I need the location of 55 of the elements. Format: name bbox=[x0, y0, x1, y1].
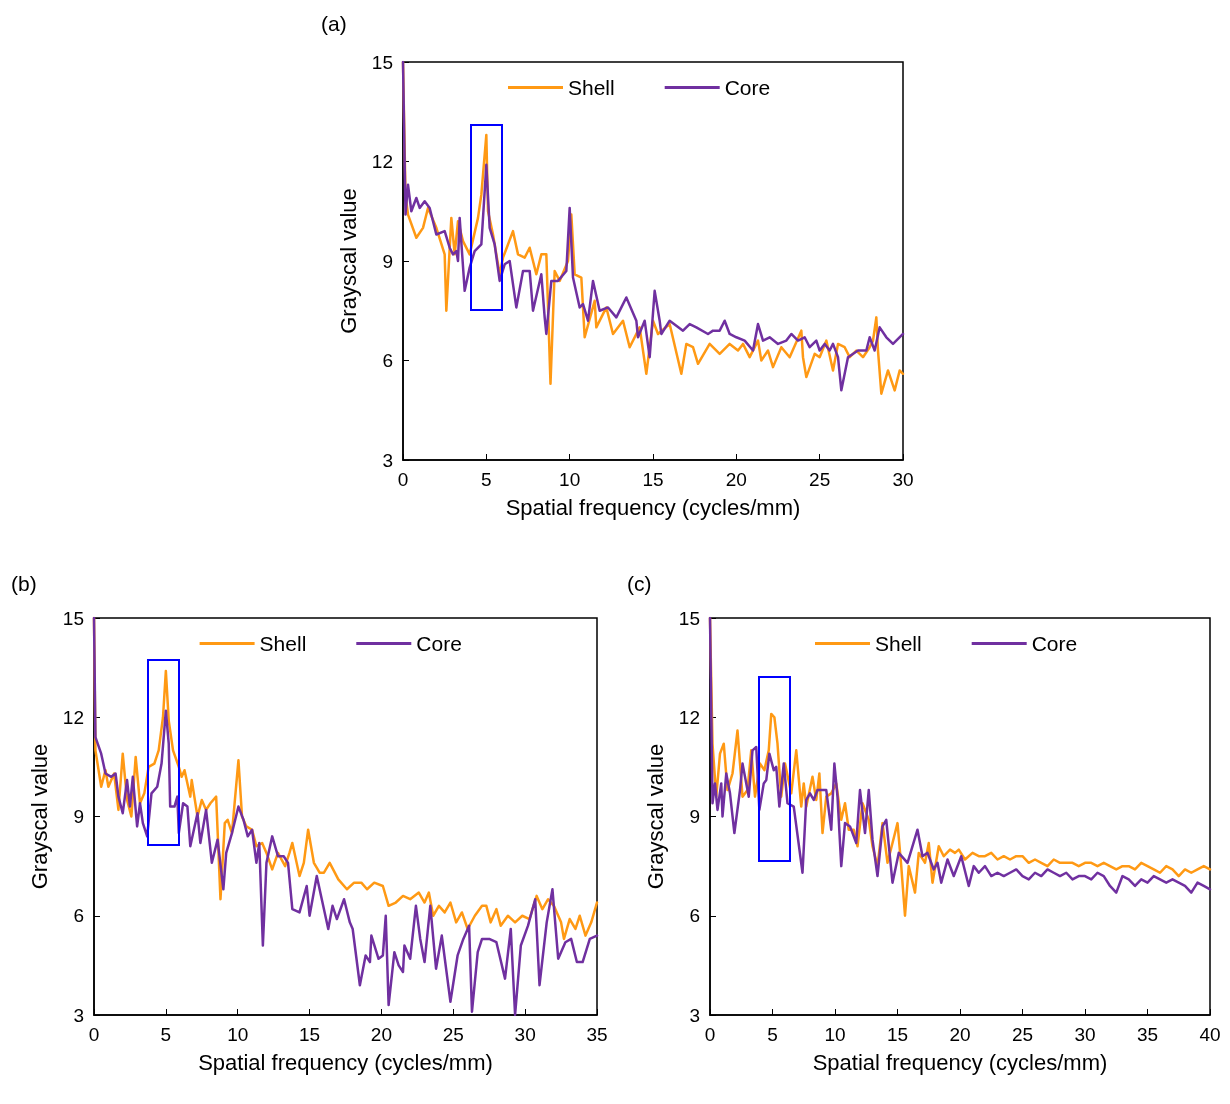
y-tick-label: 15 bbox=[678, 607, 700, 629]
y-tick-label: 15 bbox=[62, 607, 84, 629]
chart-title: (a) bbox=[321, 12, 347, 35]
x-axis-title: Spatial frequency (cycles/mm) bbox=[198, 1049, 493, 1075]
x-tick-label: 0 bbox=[397, 469, 409, 490]
y-tick-label: 12 bbox=[371, 151, 393, 172]
x-tick-label: 15 bbox=[299, 1024, 321, 1045]
x-tick-label: 35 bbox=[1136, 1024, 1159, 1045]
y-tick-label: 6 bbox=[689, 905, 700, 927]
y-tick-label: 15 bbox=[371, 51, 393, 73]
x-axis-title: Spatial frequency (cycles/mm) bbox=[812, 1049, 1108, 1075]
x-tick-label: 10 bbox=[227, 1024, 249, 1045]
x-tick-label: 0 bbox=[88, 1024, 100, 1045]
x-tick-label: 0 bbox=[704, 1024, 716, 1045]
y-axis-title: Grayscal value bbox=[642, 743, 668, 890]
x-tick-label: 35 bbox=[586, 1024, 608, 1045]
y-tick-label: 9 bbox=[73, 806, 84, 827]
legend-label: Core bbox=[724, 76, 771, 99]
y-tick-label: 3 bbox=[382, 449, 393, 471]
x-tick-label: 20 bbox=[370, 1024, 392, 1045]
y-tick-label: 3 bbox=[73, 1004, 84, 1026]
x-tick-label: 30 bbox=[892, 469, 914, 490]
y-axis-title: Grayscal value bbox=[335, 188, 361, 334]
chart-title: (c) bbox=[627, 572, 652, 595]
x-tick-label: 20 bbox=[949, 1024, 971, 1045]
y-tick-label: 9 bbox=[689, 806, 700, 827]
legend-label: Shell bbox=[568, 76, 615, 99]
y-tick-label: 12 bbox=[62, 706, 84, 728]
x-tick-label: 5 bbox=[767, 1024, 778, 1045]
x-tick-label: 25 bbox=[442, 1024, 464, 1045]
x-tick-label: 5 bbox=[160, 1024, 172, 1045]
x-tick-label: 20 bbox=[725, 469, 747, 490]
y-tick-label: 9 bbox=[382, 250, 393, 272]
x-axis-title: Spatial frequency (cycles/mm) bbox=[505, 494, 801, 520]
x-tick-label: 40 bbox=[1199, 1024, 1221, 1045]
x-tick-label: 30 bbox=[514, 1024, 536, 1045]
x-tick-label: 15 bbox=[642, 469, 664, 490]
x-tick-label: 25 bbox=[1011, 1024, 1034, 1045]
legend-label: Core bbox=[1031, 632, 1078, 655]
x-tick-label: 15 bbox=[886, 1024, 909, 1045]
x-tick-label: 10 bbox=[824, 1024, 846, 1045]
legend-label: Shell bbox=[875, 632, 922, 655]
y-tick-label: 6 bbox=[73, 905, 84, 927]
y-tick-label: 6 bbox=[382, 350, 393, 371]
x-tick-label: 5 bbox=[481, 469, 492, 490]
y-tick-label: 3 bbox=[689, 1004, 700, 1026]
x-tick-label: 10 bbox=[559, 469, 581, 490]
legend-label: Core bbox=[416, 632, 462, 655]
chart-title: (b) bbox=[11, 572, 37, 595]
line-series bbox=[92, 616, 599, 1017]
y-tick-label: 12 bbox=[678, 706, 700, 728]
x-tick-label: 30 bbox=[1074, 1024, 1096, 1045]
y-axis-title: Grayscal value bbox=[26, 743, 52, 890]
x-tick-label: 25 bbox=[809, 469, 831, 490]
legend-label: Shell bbox=[259, 632, 307, 655]
